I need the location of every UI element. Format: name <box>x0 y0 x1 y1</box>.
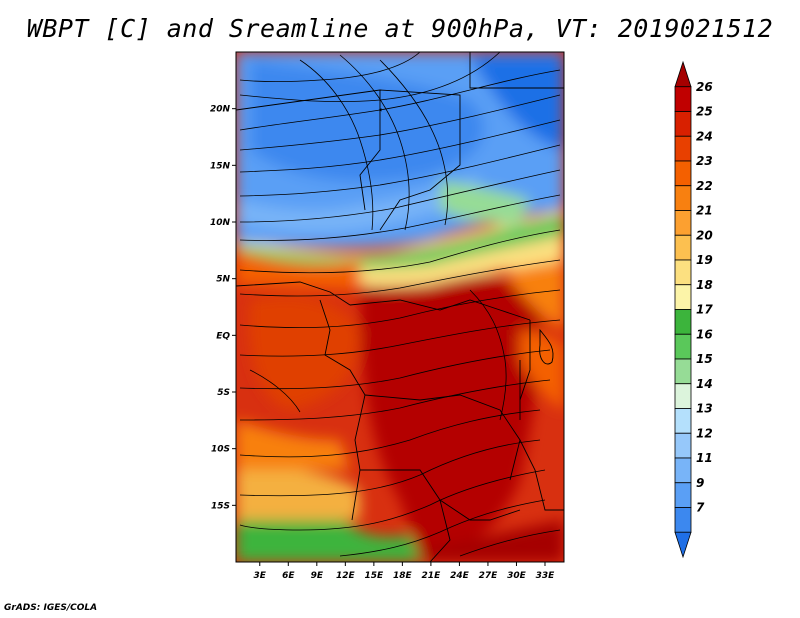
lat-tick-label: 15N <box>210 161 231 171</box>
lon-tick-label: 27E <box>479 571 499 581</box>
colorbar-swatch <box>674 160 692 187</box>
colorbar-swatch <box>674 135 692 162</box>
colorbar-label: 9 <box>696 476 704 490</box>
grads-credit: GrADS: IGES/COLA <box>4 603 98 613</box>
colorbar-swatch <box>674 531 692 559</box>
colorbar-label: 14 <box>696 377 713 391</box>
colorbar-swatch <box>674 358 692 385</box>
colorbar-swatch <box>674 185 692 211</box>
map-frame <box>235 51 565 563</box>
colorbar-swatch <box>674 383 692 409</box>
colorbar-swatch <box>674 482 692 508</box>
colorbar-swatch <box>674 457 692 484</box>
colorbar-swatch <box>674 259 692 286</box>
colorbar-swatch <box>674 309 692 335</box>
colorbar-label: 17 <box>696 303 713 317</box>
colorbar-swatch <box>674 333 692 360</box>
lat-tick-label: 10N <box>210 218 231 228</box>
lon-tick-label: 9E <box>311 571 324 581</box>
longitude-axis: 3E 6E 9E 12E 15E 18E 21E 24E 27E 30E 33E <box>254 562 556 581</box>
lat-tick-label: 5N <box>216 275 230 285</box>
colorbar-label: 13 <box>696 402 713 416</box>
colorbar-label: 24 <box>696 129 713 143</box>
colorbar-label: 23 <box>696 154 713 168</box>
map-title: WBPT [C] and Sreamline at 900hPa, VT: 20… <box>26 14 774 43</box>
colorbar-label: 18 <box>696 278 713 292</box>
colorbar-label: 26 <box>696 80 713 94</box>
colorbar: 26 25 24 23 22 21 20 19 18 17 16 15 14 13 12 11 9 7 <box>674 60 713 559</box>
colorbar-label: 20 <box>696 228 713 242</box>
lat-tick-label: 20N <box>210 105 231 115</box>
lon-tick-label: 24E <box>450 571 470 581</box>
colorbar-label: 15 <box>696 352 713 366</box>
lon-tick-label: 3E <box>254 571 267 581</box>
colorbar-swatch <box>674 284 692 310</box>
streamlines <box>239 52 561 557</box>
lat-tick-label: 15S <box>211 501 230 511</box>
colorbar-swatch <box>674 86 692 112</box>
colorbar-swatch <box>674 408 692 434</box>
colorbar-swatch <box>674 234 692 261</box>
wbpt-field <box>236 52 564 562</box>
colorbar-label: 25 <box>696 105 713 119</box>
lon-tick-label: 30E <box>507 571 527 581</box>
colorbar-swatch <box>674 432 692 459</box>
colorbar-label: 7 <box>696 501 705 515</box>
lon-tick-label: 33E <box>536 571 556 581</box>
latitude-axis: 20N 15N 10N 5N EQ 5S 10S 15S <box>210 105 236 511</box>
colorbar-label: 16 <box>696 327 713 341</box>
colorbar-label: 19 <box>696 253 713 267</box>
colorbar-swatch <box>674 111 692 137</box>
lon-tick-label: 15E <box>365 571 385 581</box>
country-boundaries <box>236 52 564 562</box>
colorbar-label: 21 <box>696 204 713 218</box>
lon-tick-label: 18E <box>393 571 413 581</box>
lon-tick-label: 21E <box>422 571 442 581</box>
colorbar-label: 12 <box>696 426 713 440</box>
colorbar-label: 22 <box>696 179 713 193</box>
colorbar-swatch <box>674 210 692 236</box>
colorbar-label: 11 <box>696 451 713 465</box>
lat-tick-label: 10S <box>211 445 230 455</box>
lon-tick-label: 12E <box>336 571 356 581</box>
colorbar-swatch <box>674 60 692 88</box>
lat-tick-label: 5S <box>217 388 230 398</box>
colorbar-swatch <box>674 507 692 533</box>
lat-tick-label: EQ <box>216 331 230 341</box>
lon-tick-label: 6E <box>282 571 295 581</box>
